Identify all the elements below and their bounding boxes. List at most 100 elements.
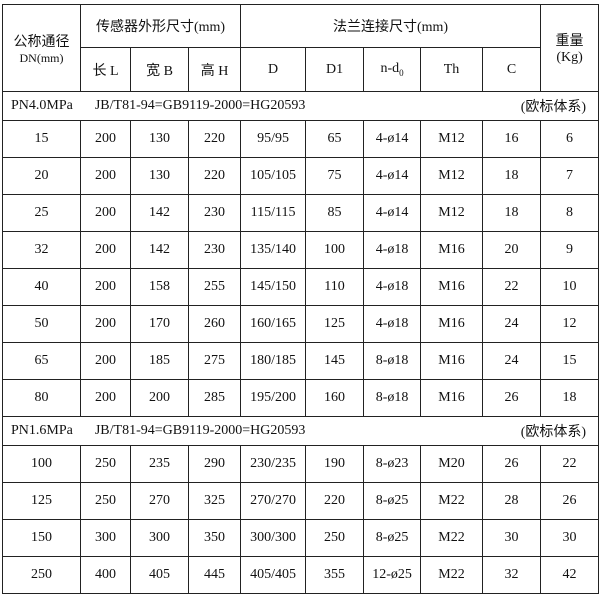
table-row: 80 200 200 285 195/200 160 8-ø18 M16 26 18 [2, 379, 600, 417]
table-cell: 275 [187, 342, 242, 380]
table-cell: 50 [2, 305, 81, 343]
table-row: 65 200 185 275 180/185 145 8-ø18 M16 24 15 [2, 342, 600, 380]
table-cell: 290 [187, 445, 242, 483]
table-cell: 250 [80, 445, 131, 483]
section-header-cell: PN1.6MPa JB/T81-94=GB9119-2000=HG20593 (欧标… [1, 416, 600, 446]
table-cell: 200 [80, 231, 131, 269]
table-cell: 16 [482, 120, 542, 158]
table-cell: M22 [420, 556, 484, 594]
table-cell: M22 [420, 519, 484, 557]
table-cell: 10 [540, 268, 600, 306]
table-cell: 75 [305, 157, 365, 195]
section-header-cell: PN4.0MPa JB/T81-94=GB9119-2000=HG20593 (欧标… [1, 91, 600, 121]
table-cell: 100 [305, 231, 365, 269]
table-cell: 145 [305, 342, 365, 380]
table-cell: 65 [2, 342, 81, 380]
table-cell: M16 [420, 342, 484, 380]
table-cell: 20 [2, 157, 81, 195]
table-cell: 200 [80, 194, 131, 232]
table-cell: M16 [420, 231, 484, 269]
table-cell: 405 [130, 556, 189, 594]
table-cell: 150 [2, 519, 81, 557]
dn-label: 公称通径 [13, 34, 70, 50]
table-cell: 170 [130, 305, 189, 343]
weight-label: 重量 [555, 34, 584, 49]
table-cell: 32 [2, 231, 81, 269]
table-cell: 195/200 [240, 379, 307, 417]
table-cell: 20 [482, 231, 542, 269]
pressure-rating: PN4.0MPa [11, 98, 73, 113]
table-cell: 8-ø18 [363, 379, 422, 417]
table-cell: 40 [2, 268, 81, 306]
table-cell: 350 [187, 519, 242, 557]
table-cell: 158 [130, 268, 189, 306]
col-D1: D1 [305, 47, 365, 92]
table-cell: 105/105 [240, 157, 307, 195]
table-cell: M20 [420, 445, 484, 483]
table-row: 125 250 270 325 270/270 220 8-ø25 M22 28 26 [2, 482, 600, 520]
table-cell: 12-ø25 [363, 556, 422, 594]
table-cell: 30 [540, 519, 600, 557]
table-cell: 142 [130, 231, 189, 269]
col-L: 长 L [80, 47, 131, 92]
table-cell: 65 [305, 120, 365, 158]
table-cell: 250 [80, 482, 131, 520]
table-cell: 125 [2, 482, 81, 520]
table-cell: 4-ø18 [363, 305, 422, 343]
table-cell: M16 [420, 379, 484, 417]
header-row-2: 长 L 宽 B 高 H D D1 n-d0 Th C [3, 47, 599, 92]
table-cell: 230 [187, 194, 242, 232]
header-row-1: 公称通径 DN(mm) 传感器外形尺寸(mm) 法兰连接尺寸(mm) 重量 (Kg) [2, 4, 600, 92]
table-cell: 8 [540, 194, 600, 232]
table-cell: 4-ø18 [363, 231, 422, 269]
table-cell: 400 [80, 556, 131, 594]
table-cell: 405/405 [240, 556, 307, 594]
weight-unit: (Kg) [556, 50, 583, 65]
table-cell: 220 [187, 157, 242, 195]
table-cell: 26 [482, 379, 542, 417]
standard-system: (欧标体系) [520, 425, 587, 440]
table-cell: 4-ø14 [363, 120, 422, 158]
table-cell: 4-ø14 [363, 157, 422, 195]
pressure-rating: PN1.6MPa [11, 423, 73, 438]
section-header-row: PN4.0MPa JB/T81-94=GB9119-2000=HG20593 (欧标… [1, 91, 600, 121]
table-cell: 190 [305, 445, 365, 483]
table-cell: 4-ø14 [363, 194, 422, 232]
table-cell: 200 [80, 342, 131, 380]
table-cell: 85 [305, 194, 365, 232]
table-cell: 200 [80, 268, 131, 306]
table-cell: 200 [80, 120, 131, 158]
table-cell: 12 [540, 305, 600, 343]
table-cell: 220 [305, 482, 365, 520]
table-cell: 22 [482, 268, 542, 306]
table-cell: 200 [80, 157, 131, 195]
table-row: 40 200 158 255 145/150 110 4-ø18 M16 22 10 [2, 268, 600, 306]
table-cell: 110 [305, 268, 365, 306]
table-cell: 25 [2, 194, 81, 232]
col-D: D [240, 47, 307, 92]
table-cell: 135/140 [240, 231, 307, 269]
table-cell: 7 [540, 157, 600, 195]
weight-header: 重量 (Kg) [540, 4, 600, 92]
section-header-row: PN1.6MPa JB/T81-94=GB9119-2000=HG20593 (欧标… [1, 416, 600, 446]
table-cell: M12 [420, 120, 484, 158]
table-cell: M12 [420, 194, 484, 232]
table-cell: 15 [540, 342, 600, 380]
table-cell: 32 [482, 556, 542, 594]
table-cell: 300 [80, 519, 131, 557]
table-cell: 115/115 [240, 194, 307, 232]
dn-unit: DN(mm) [19, 50, 64, 65]
table-cell: 250 [305, 519, 365, 557]
table-cell: 28 [482, 482, 542, 520]
table-cell: 15 [2, 120, 81, 158]
table-cell: 270 [130, 482, 189, 520]
table-row: 100 250 235 290 230/235 190 8-ø23 M20 26 22 [2, 445, 600, 483]
table-cell: 230 [187, 231, 242, 269]
col-nd-label: n-d [380, 61, 400, 77]
table-cell: 130 [130, 157, 189, 195]
table-cell: 80 [2, 379, 81, 417]
table-cell: 8-ø18 [363, 342, 422, 380]
table-cell: 8-ø25 [363, 482, 422, 520]
col-C: C [482, 47, 542, 92]
table-cell: M16 [420, 305, 484, 343]
